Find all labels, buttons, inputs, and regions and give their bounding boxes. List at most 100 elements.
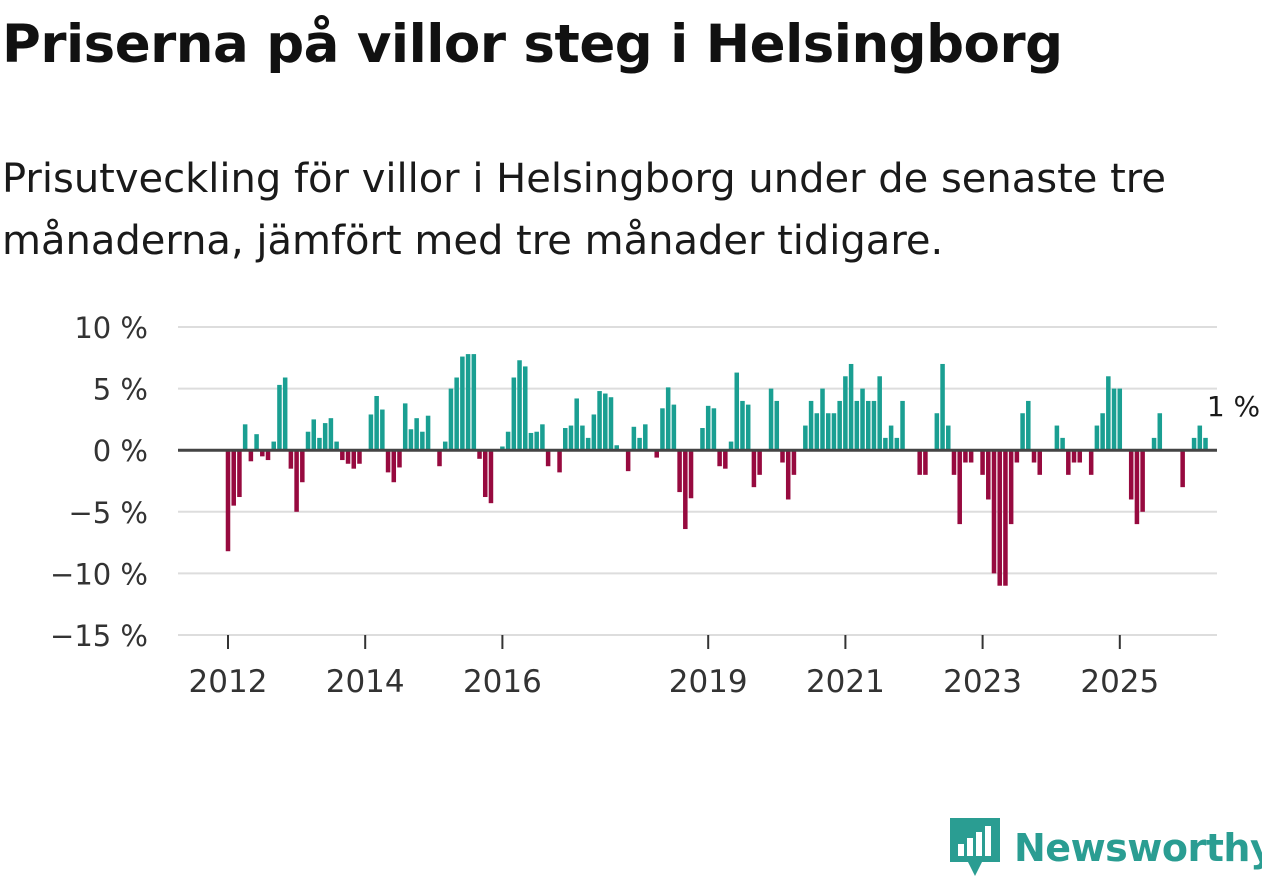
bar	[946, 425, 951, 451]
last-value-label: 1 %	[1207, 390, 1260, 423]
bar	[677, 450, 682, 493]
bar	[711, 408, 717, 451]
x-tick-label: 2021	[806, 664, 885, 700]
bar	[603, 393, 608, 451]
bar	[700, 428, 705, 451]
bar	[237, 450, 242, 498]
bar	[1111, 388, 1117, 451]
bar	[465, 354, 471, 451]
bar	[688, 450, 694, 499]
bar	[1117, 388, 1123, 451]
labels: 10 % 5 % 0 % −5 % −10 % −15 % 2012 2014 2016 2019…	[50, 311, 1262, 700]
bar	[631, 426, 637, 451]
bar	[608, 397, 614, 451]
x-tick-label: 2023	[943, 664, 1022, 700]
x-tick-label: 2016	[463, 664, 542, 700]
bar	[1071, 450, 1077, 463]
bar	[1008, 450, 1014, 525]
axes	[178, 448, 1217, 649]
chart-title: Priserna på villor steg i Helsingborg	[2, 14, 1063, 75]
bar	[328, 418, 334, 451]
bar	[437, 450, 442, 467]
bar	[357, 450, 362, 464]
bar	[683, 450, 688, 530]
bar	[957, 450, 962, 525]
bar	[980, 450, 985, 475]
bar	[488, 450, 494, 504]
bar	[225, 450, 231, 552]
bar	[1003, 450, 1008, 586]
bar	[425, 415, 431, 451]
bar	[1088, 450, 1094, 475]
bar	[420, 431, 425, 451]
bar	[717, 450, 722, 467]
bar	[1197, 425, 1203, 451]
bar	[1100, 413, 1105, 451]
bar	[1203, 437, 1208, 451]
y-tick-label: 10 %	[74, 311, 148, 345]
bar	[745, 404, 751, 451]
bar	[368, 414, 374, 451]
bar	[843, 376, 848, 451]
bar	[734, 372, 740, 451]
bar	[837, 400, 842, 451]
bar	[408, 429, 414, 451]
bar	[402, 403, 408, 451]
bar	[1180, 450, 1185, 488]
bar	[1066, 450, 1071, 475]
bar	[345, 450, 351, 464]
bar	[1140, 450, 1145, 512]
bar	[517, 360, 522, 451]
bar	[940, 363, 945, 451]
bar	[585, 437, 591, 451]
bar	[374, 395, 379, 451]
bar	[825, 413, 831, 451]
bar	[557, 450, 562, 473]
bar	[848, 363, 854, 451]
bar	[986, 450, 991, 500]
bar	[391, 450, 397, 483]
bar	[1020, 413, 1025, 451]
bar	[511, 377, 517, 451]
y-tick-label: −10 %	[50, 557, 148, 591]
bar	[385, 450, 391, 473]
bar	[831, 413, 837, 451]
bar	[791, 450, 797, 475]
bar	[254, 434, 259, 451]
gridlines	[178, 326, 1217, 636]
bar	[271, 441, 276, 451]
x-tick-label: 2012	[189, 664, 268, 700]
bar	[231, 450, 236, 506]
bar	[660, 408, 665, 451]
bar	[871, 400, 877, 451]
bar	[951, 450, 957, 475]
bar	[860, 388, 865, 451]
bar	[1157, 413, 1163, 451]
bar	[277, 384, 282, 451]
bar	[505, 431, 511, 451]
bar	[500, 446, 505, 451]
y-tick-label: 5 %	[93, 373, 148, 407]
bar	[963, 450, 968, 463]
y-tick-label: 0 %	[93, 434, 148, 468]
x-tick-label: 2019	[669, 664, 748, 700]
bar	[865, 400, 871, 451]
bar	[751, 450, 757, 488]
bar	[351, 450, 357, 469]
bar	[471, 354, 477, 451]
bar	[523, 366, 528, 451]
bar	[728, 441, 734, 451]
bar	[803, 425, 808, 451]
bar	[288, 450, 294, 469]
bar	[643, 424, 648, 451]
bar	[1094, 425, 1100, 451]
bar	[282, 377, 288, 451]
bar	[1151, 437, 1157, 451]
bar	[1106, 376, 1111, 451]
bar	[780, 450, 785, 463]
bar	[900, 400, 905, 451]
bar	[934, 413, 940, 451]
x-tick-label: 2014	[326, 664, 405, 700]
bar	[563, 428, 568, 451]
bar	[637, 437, 642, 451]
